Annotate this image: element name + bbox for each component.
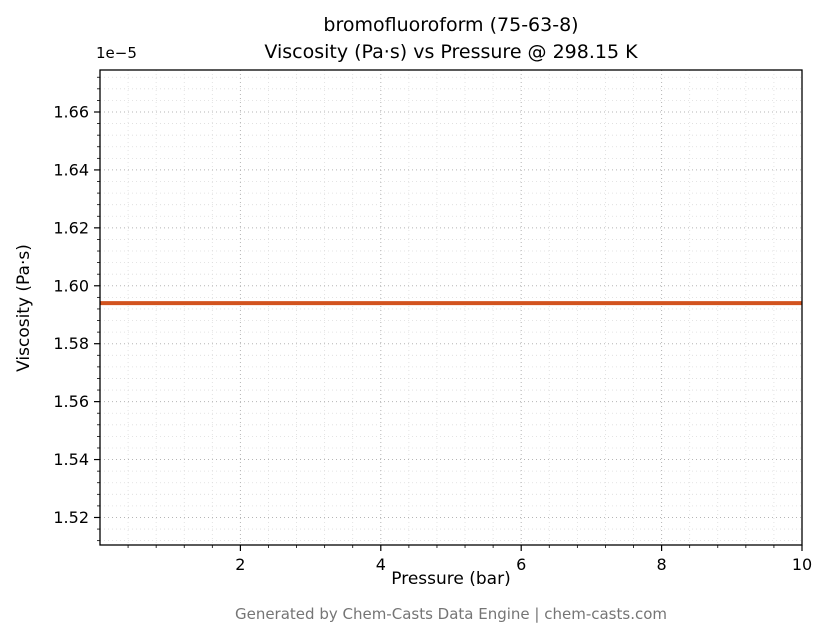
x-tick-label: 6 bbox=[516, 555, 526, 574]
y-tick-label: 1.64 bbox=[53, 160, 89, 179]
y-tick-label: 1.54 bbox=[53, 450, 89, 469]
minor-grid-lines bbox=[100, 70, 802, 545]
x-tick-label: 8 bbox=[657, 555, 667, 574]
chart-subtitle: Viscosity (Pa·s) vs Pressure @ 298.15 K bbox=[264, 41, 638, 63]
x-tick-label: 4 bbox=[376, 555, 386, 574]
axis-ticks bbox=[94, 76, 803, 551]
footer-attribution: Generated by Chem-Casts Data Engine | ch… bbox=[234, 605, 668, 623]
x-axis-label: Pressure (bar) bbox=[391, 569, 511, 589]
y-axis-offset-label: 1e−5 bbox=[96, 44, 137, 62]
x-tick-label: 2 bbox=[235, 555, 245, 574]
axes-border bbox=[99, 69, 803, 546]
y-tick-label: 1.62 bbox=[53, 218, 89, 237]
y-axis-label: Viscosity (Pa·s) bbox=[14, 244, 34, 372]
y-tick-label: 1.56 bbox=[53, 392, 89, 411]
x-tick-label: 10 bbox=[792, 555, 812, 574]
tick-labels: 2 4 6 8 10 1.52 1.54 1.56 1.58 1.60 1.62 1.64 1.66 bbox=[53, 102, 812, 574]
y-tick-label: 1.60 bbox=[53, 276, 89, 295]
major-grid-lines bbox=[100, 70, 803, 545]
y-tick-label: 1.66 bbox=[53, 102, 89, 121]
chart-title: bromofluoroform (75-63-8) bbox=[323, 14, 579, 36]
y-tick-label: 1.52 bbox=[53, 508, 89, 527]
y-tick-label: 1.58 bbox=[53, 334, 89, 353]
